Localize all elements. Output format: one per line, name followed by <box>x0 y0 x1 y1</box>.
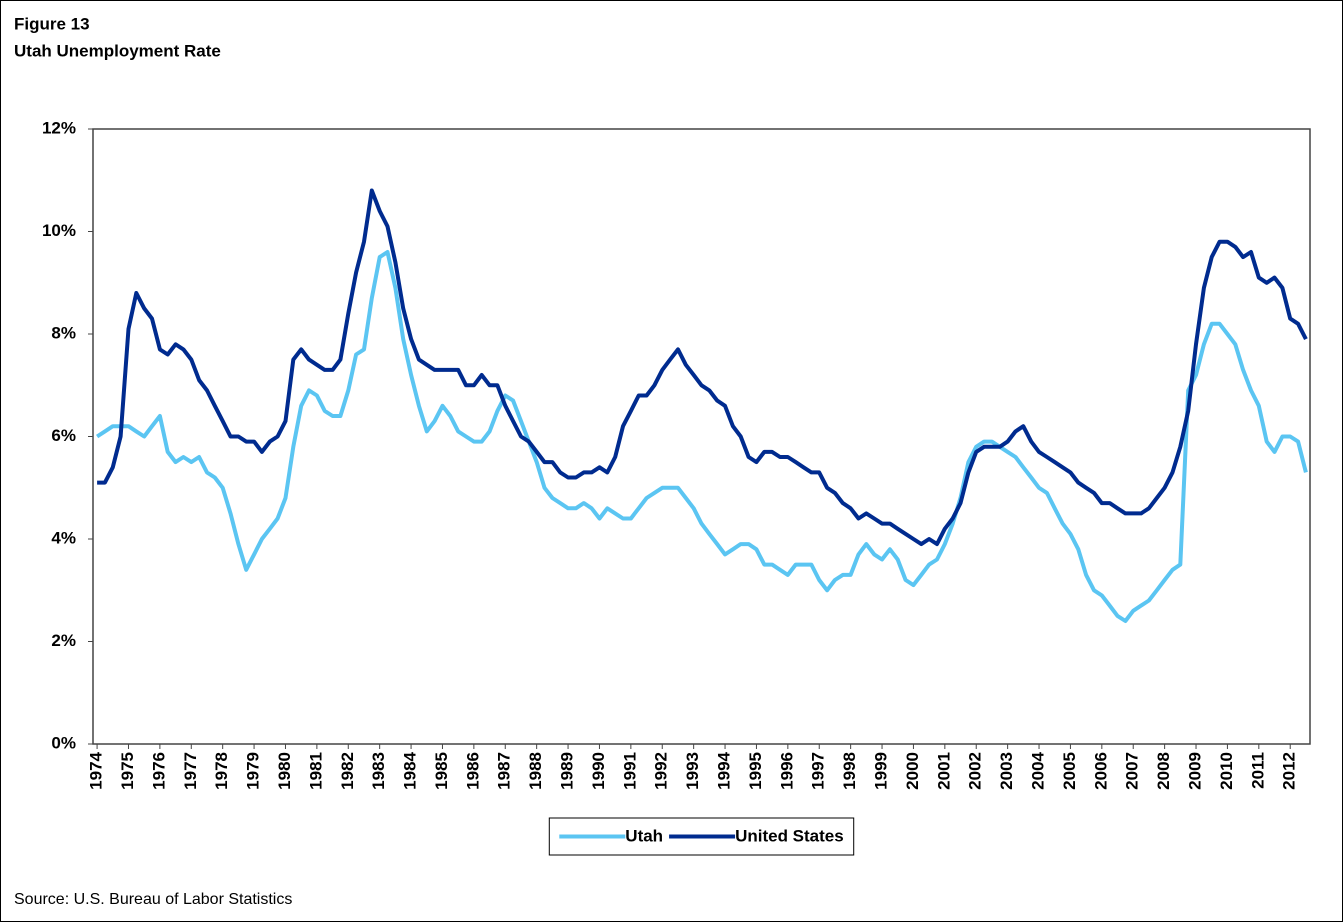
y-tick-label: 2% <box>51 631 76 650</box>
x-tick-label: 1996 <box>777 752 796 790</box>
x-tick-label: 2009 <box>1186 752 1205 790</box>
x-tick-label: 2003 <box>997 752 1016 790</box>
legend: Utah United States <box>548 817 855 856</box>
legend-label: United States <box>735 826 844 845</box>
x-tick-label: 1995 <box>746 752 765 790</box>
y-tick-label: 4% <box>51 528 76 547</box>
x-tick-label: 1988 <box>526 752 545 790</box>
x-tick-label: 1993 <box>683 752 702 790</box>
x-tick-label: 2006 <box>1091 752 1110 790</box>
x-tick-label: 1984 <box>401 751 420 789</box>
x-tick-label: 1982 <box>338 752 357 790</box>
x-tick-label: 1999 <box>872 752 891 790</box>
x-tick-label: 1978 <box>212 752 231 790</box>
x-tick-label: 1979 <box>244 752 263 790</box>
x-tick-label: 1976 <box>149 752 168 790</box>
x-tick-label: 1977 <box>181 752 200 790</box>
x-tick-label: 1987 <box>495 752 514 790</box>
x-tick-label: 1994 <box>715 751 734 789</box>
x-tick-label: 1985 <box>432 752 451 790</box>
x-tick-label: 1975 <box>118 752 137 790</box>
chart-title: Figure 13 <box>14 14 90 33</box>
y-tick-label: 12% <box>42 118 76 137</box>
x-tick-label: 1974 <box>87 751 106 789</box>
x-tick-label: 2008 <box>1154 752 1173 790</box>
source-note: Source: U.S. Bureau of Labor Statistics <box>14 891 292 908</box>
x-tick-label: 2007 <box>1123 752 1142 790</box>
x-tick-label: 2002 <box>966 752 985 790</box>
x-tick-label: 2001 <box>934 752 953 790</box>
x-tick-label: 1981 <box>306 752 325 790</box>
x-tick-label: 2004 <box>1029 751 1048 789</box>
chart-subtitle: Utah Unemployment Rate <box>14 41 221 60</box>
x-tick-label: 1997 <box>809 752 828 790</box>
x-tick-label: 2000 <box>903 752 922 790</box>
y-tick-label: 8% <box>51 323 76 342</box>
y-tick-label: 10% <box>42 221 76 240</box>
x-tick-label: 1983 <box>369 752 388 790</box>
x-tick-label: 2011 <box>1248 752 1267 789</box>
x-tick-label: 2012 <box>1280 752 1299 790</box>
x-tick-label: 2005 <box>1060 752 1079 790</box>
legend-label: Utah <box>625 826 663 845</box>
x-tick-label: 1998 <box>840 752 859 790</box>
x-tick-label: 1992 <box>652 752 671 790</box>
x-tick-label: 1990 <box>589 752 608 790</box>
x-tick-label: 2010 <box>1217 752 1236 790</box>
y-tick-label: 6% <box>51 426 76 445</box>
x-tick-label: 1991 <box>620 752 639 790</box>
series-line <box>97 188 1308 547</box>
x-tick-label: 1989 <box>558 752 577 790</box>
y-tick-label: 0% <box>51 733 76 752</box>
x-tick-label: 1980 <box>275 752 294 790</box>
x-tick-label: 1986 <box>463 752 482 790</box>
series-line <box>96 250 1308 623</box>
